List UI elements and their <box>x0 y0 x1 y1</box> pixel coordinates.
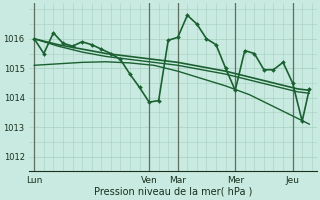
X-axis label: Pression niveau de la mer( hPa ): Pression niveau de la mer( hPa ) <box>94 187 252 197</box>
